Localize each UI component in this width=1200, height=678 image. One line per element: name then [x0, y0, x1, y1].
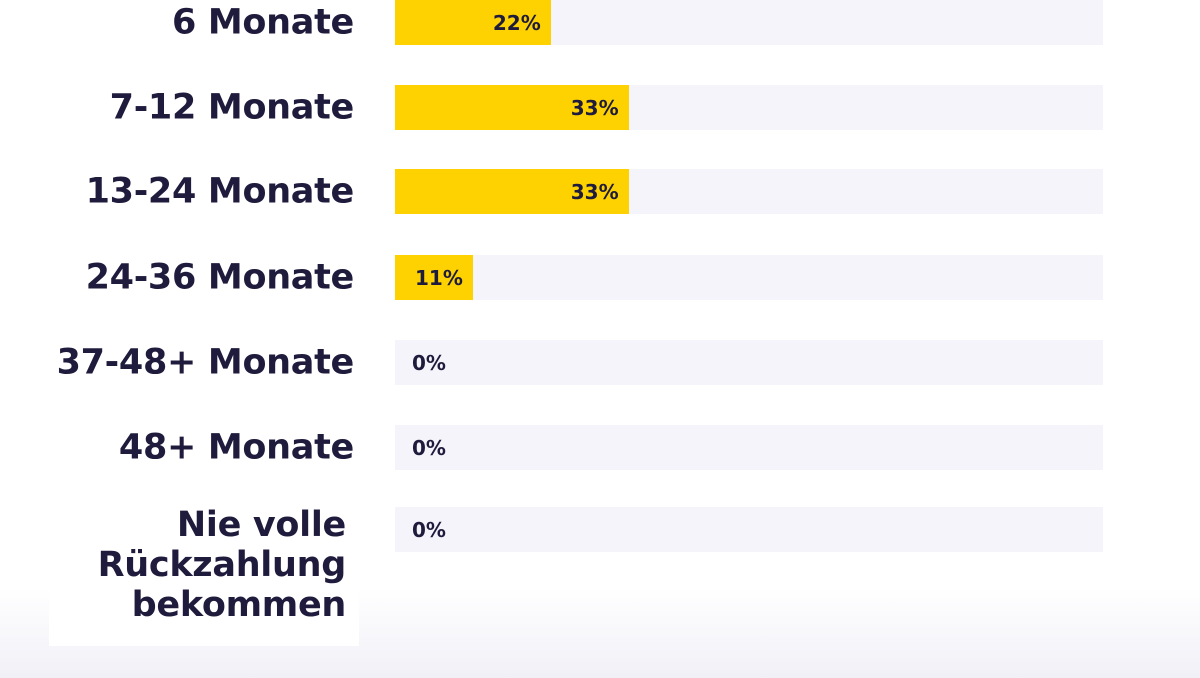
- value-label: 0%: [412, 517, 446, 542]
- bar-row-37-48-plus-monate: 37-48+ Monate 0%: [0, 340, 1200, 385]
- bar-track: 0%: [395, 425, 1103, 470]
- bar-row-nie-volle-rueckzahlung: Nie volle Rückzahlung bekommen 0%: [0, 505, 1200, 625]
- value-label: 11%: [415, 265, 463, 290]
- value-label: 33%: [570, 95, 619, 120]
- category-label: 13-24 Monate: [85, 171, 355, 211]
- bar-row-48-plus-monate: 48+ Monate 0%: [0, 425, 1200, 470]
- bar-track: 22%: [395, 0, 1103, 45]
- bar: [395, 85, 629, 130]
- bar-track: 33%: [395, 169, 1103, 214]
- bar-row-7-12-monate: 7-12 Monate 33%: [0, 85, 1200, 130]
- label-panel: [49, 0, 359, 646]
- category-label: 7-12 Monate: [109, 87, 355, 127]
- bar-track: 11%: [395, 255, 1103, 300]
- bar: [395, 255, 473, 300]
- bar-track: 0%: [395, 507, 1103, 552]
- bar-row-24-36-monate: 24-36 Monate 11%: [0, 255, 1200, 300]
- value-label: 22%: [492, 10, 541, 35]
- bar: [395, 0, 551, 45]
- category-label: 24-36 Monate: [85, 257, 355, 297]
- value-label: 33%: [570, 179, 619, 204]
- bar: [395, 169, 629, 214]
- bar-track: 0%: [395, 340, 1103, 385]
- value-label: 0%: [412, 435, 446, 460]
- category-label: 48+ Monate: [118, 427, 354, 467]
- category-label: 6 Monate: [171, 2, 354, 42]
- category-label: Nie volle Rückzahlung bekommen: [97, 505, 347, 625]
- bar-row-13-24-monate: 13-24 Monate 33%: [0, 169, 1200, 214]
- category-label: 37-48+ Monate: [56, 342, 355, 382]
- bar-row-6-monate: 6 Monate 22%: [0, 0, 1200, 45]
- bar-track: 33%: [395, 85, 1103, 130]
- value-label: 0%: [412, 350, 446, 375]
